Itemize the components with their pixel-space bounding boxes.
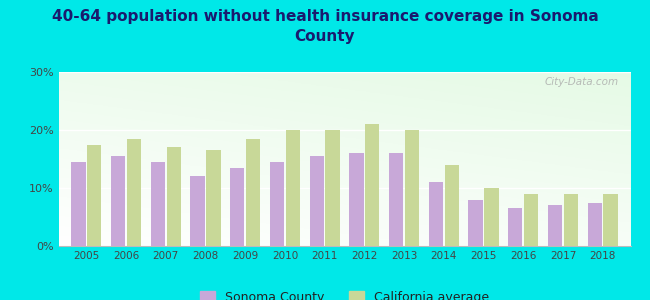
- Bar: [469, 200, 483, 246]
- Bar: [445, 165, 459, 246]
- Bar: [548, 206, 562, 246]
- Bar: [230, 168, 244, 246]
- Bar: [564, 194, 578, 246]
- Bar: [365, 124, 380, 246]
- Bar: [309, 156, 324, 246]
- Text: City-Data.com: City-Data.com: [545, 77, 619, 87]
- Bar: [166, 147, 181, 246]
- Bar: [508, 208, 523, 246]
- Bar: [389, 153, 403, 246]
- Bar: [286, 130, 300, 246]
- Bar: [190, 176, 205, 246]
- Bar: [484, 188, 499, 246]
- Bar: [405, 130, 419, 246]
- Bar: [349, 153, 363, 246]
- Legend: Sonoma County, California average: Sonoma County, California average: [200, 290, 489, 300]
- Bar: [87, 145, 101, 246]
- Bar: [151, 162, 165, 246]
- Bar: [524, 194, 538, 246]
- Bar: [72, 162, 86, 246]
- Bar: [270, 162, 284, 246]
- Bar: [127, 139, 141, 246]
- Bar: [246, 139, 260, 246]
- Bar: [429, 182, 443, 246]
- Bar: [588, 202, 602, 246]
- Bar: [326, 130, 340, 246]
- Bar: [111, 156, 125, 246]
- Text: 40-64 population without health insurance coverage in Sonoma
County: 40-64 population without health insuranc…: [51, 9, 599, 44]
- Bar: [603, 194, 618, 246]
- Bar: [206, 150, 220, 246]
